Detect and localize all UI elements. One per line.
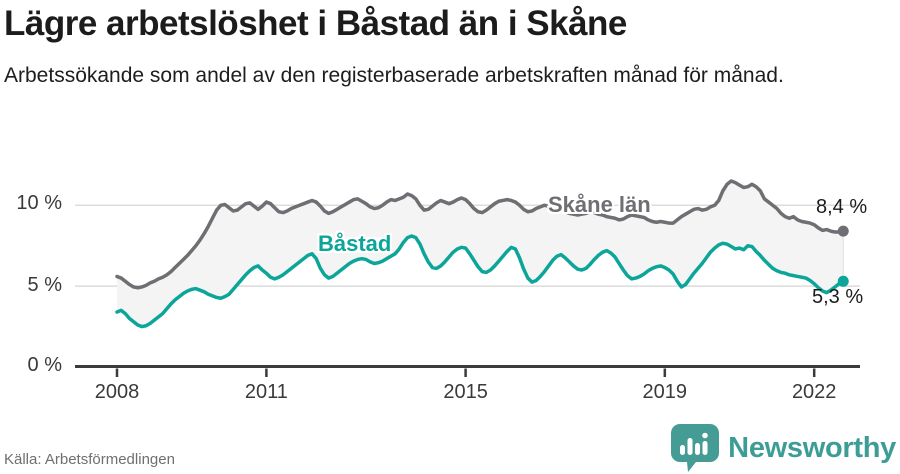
newsworthy-logo-icon [671,424,720,472]
end-value-label-skane: 8,4 % [816,196,868,218]
source-note: Källa: Arbetsförmedlingen [4,451,175,468]
series-line-1 [115,234,845,329]
series-line-0 [115,179,845,290]
series-label-bastad: Båstad [318,231,392,256]
brand-name: Newsworthy [728,431,896,464]
x-tick-label-2015: 2015 [443,381,488,403]
x-tick-label-2011: 2011 [244,381,288,403]
series-label-skane-lan: Skåne län [548,192,651,217]
x-tick-label-2008: 2008 [94,381,140,403]
y-tick-label-5: 5 % [27,274,62,296]
band-between-series [117,181,844,327]
y-tick-label-0: 0 % [27,354,62,376]
end-value-label-bastad: 5,3 % [812,286,864,308]
x-tick-label-2019: 2019 [642,381,688,403]
y-tick-label-10: 10 % [16,192,62,214]
series-end-dot-0 [837,225,849,237]
page-title: Lägre arbetslöshet i Båstad än i Skåne [4,4,627,43]
newsworthy-brand: Newsworthy [670,424,896,472]
chart-subtitle: Arbetssökande som andel av den registerb… [4,64,784,87]
x-tick-label-2022: 2022 [791,381,837,403]
